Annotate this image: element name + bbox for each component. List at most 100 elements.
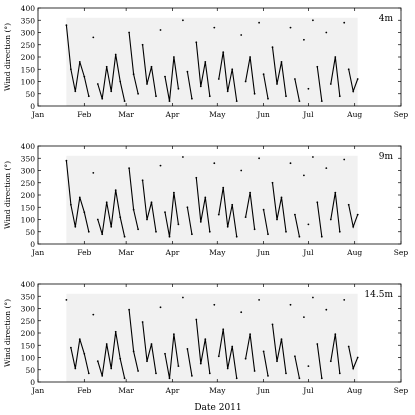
data-point bbox=[320, 377, 323, 380]
y-tick-label: 200 bbox=[21, 329, 36, 338]
data-point bbox=[191, 233, 193, 236]
data-point bbox=[186, 206, 189, 209]
y-tick-label: 250 bbox=[21, 41, 36, 50]
data-point bbox=[226, 367, 229, 370]
data-point bbox=[231, 345, 234, 348]
data-point bbox=[146, 83, 148, 85]
data-point bbox=[338, 230, 341, 233]
data-point bbox=[249, 56, 252, 58]
x-tick-label: Jul bbox=[302, 110, 314, 119]
data-point bbox=[177, 223, 180, 226]
data-point bbox=[244, 357, 247, 360]
data-point bbox=[114, 189, 117, 192]
data-point bbox=[101, 233, 104, 236]
data-point bbox=[356, 213, 359, 216]
data-point bbox=[123, 377, 126, 380]
data-point bbox=[253, 228, 256, 231]
data-point bbox=[343, 158, 346, 161]
data-point bbox=[83, 75, 86, 78]
data-point bbox=[137, 92, 140, 95]
data-point bbox=[150, 201, 153, 204]
panel-height-label: 4m bbox=[379, 14, 394, 24]
y-tick-label: 300 bbox=[21, 167, 36, 176]
y-tick-label: 250 bbox=[21, 317, 36, 326]
data-point bbox=[312, 296, 314, 299]
data-point bbox=[70, 203, 72, 206]
data-point bbox=[258, 21, 260, 24]
data-point bbox=[271, 46, 274, 49]
data-point bbox=[195, 41, 198, 44]
data-point bbox=[87, 230, 90, 233]
data-point bbox=[213, 162, 216, 165]
data-density-band bbox=[66, 293, 358, 382]
data-point bbox=[119, 216, 122, 219]
data-point bbox=[74, 367, 77, 370]
data-point bbox=[96, 218, 99, 221]
x-tick-label: Sep bbox=[394, 110, 409, 119]
data-point bbox=[146, 218, 148, 221]
data-point bbox=[92, 36, 95, 39]
data-point bbox=[123, 235, 126, 238]
data-point bbox=[294, 213, 296, 216]
x-tick-label: Aug bbox=[346, 248, 362, 257]
series-1 bbox=[65, 296, 359, 380]
data-point bbox=[298, 100, 301, 102]
data-point bbox=[276, 218, 278, 221]
data-point bbox=[347, 68, 350, 71]
x-tick-label: Jun bbox=[256, 110, 270, 119]
data-point bbox=[141, 179, 144, 182]
data-point bbox=[312, 19, 314, 22]
data-point bbox=[258, 299, 260, 301]
data-point bbox=[276, 360, 278, 363]
data-point bbox=[262, 350, 265, 353]
data-point bbox=[222, 186, 225, 189]
data-point bbox=[128, 308, 131, 311]
data-point bbox=[208, 372, 211, 375]
panel-1: 0 50 100 150 200 250 300 350 400 Jan Feb Mar Apr May J… bbox=[3, 4, 408, 119]
data-point bbox=[150, 65, 153, 68]
data-point bbox=[298, 377, 301, 380]
data-point bbox=[347, 203, 350, 206]
x-tick-label: Aug bbox=[346, 386, 362, 395]
y-axis-title: Wind direction (°) bbox=[3, 299, 12, 367]
data-point bbox=[240, 34, 243, 36]
data-point bbox=[155, 230, 157, 233]
series-1 bbox=[65, 19, 359, 102]
data-point bbox=[222, 51, 225, 53]
y-tick-label: 100 bbox=[21, 354, 36, 363]
data-point bbox=[155, 95, 157, 98]
panels-group: 0 50 100 150 200 250 300 350 400 Jan Feb Mar Apr May J… bbox=[3, 4, 408, 395]
data-density-band bbox=[66, 155, 358, 244]
data-point bbox=[92, 313, 95, 316]
data-point bbox=[294, 355, 296, 358]
data-point bbox=[92, 172, 95, 174]
data-point bbox=[141, 321, 144, 323]
data-point bbox=[83, 352, 86, 355]
data-point bbox=[276, 83, 278, 85]
data-point bbox=[137, 370, 140, 372]
data-point bbox=[105, 65, 108, 68]
data-point bbox=[132, 73, 135, 76]
data-point bbox=[150, 343, 153, 345]
x-tick-label: Feb bbox=[77, 110, 91, 119]
data-point bbox=[65, 299, 68, 301]
data-point bbox=[164, 352, 166, 355]
panel-2: 0 50 100 150 200 250 300 350 400 Jan Feb Mar Apr May J… bbox=[3, 142, 408, 257]
x-tick-label: Aug bbox=[346, 110, 362, 119]
data-point bbox=[87, 95, 90, 98]
data-point bbox=[343, 21, 346, 24]
data-point bbox=[114, 53, 117, 56]
data-point bbox=[303, 316, 305, 318]
data-point bbox=[208, 230, 211, 233]
y-tick-label: 300 bbox=[21, 29, 36, 38]
x-tick-label: Jan bbox=[31, 386, 44, 395]
data-point bbox=[128, 167, 131, 170]
y-tick-label: 0 bbox=[30, 102, 35, 111]
data-point bbox=[78, 338, 81, 340]
data-point bbox=[74, 90, 77, 93]
data-point bbox=[164, 75, 166, 78]
data-point bbox=[258, 157, 260, 160]
data-point bbox=[316, 343, 319, 345]
data-point bbox=[334, 56, 337, 58]
x-tick-label: Apr bbox=[165, 248, 180, 257]
